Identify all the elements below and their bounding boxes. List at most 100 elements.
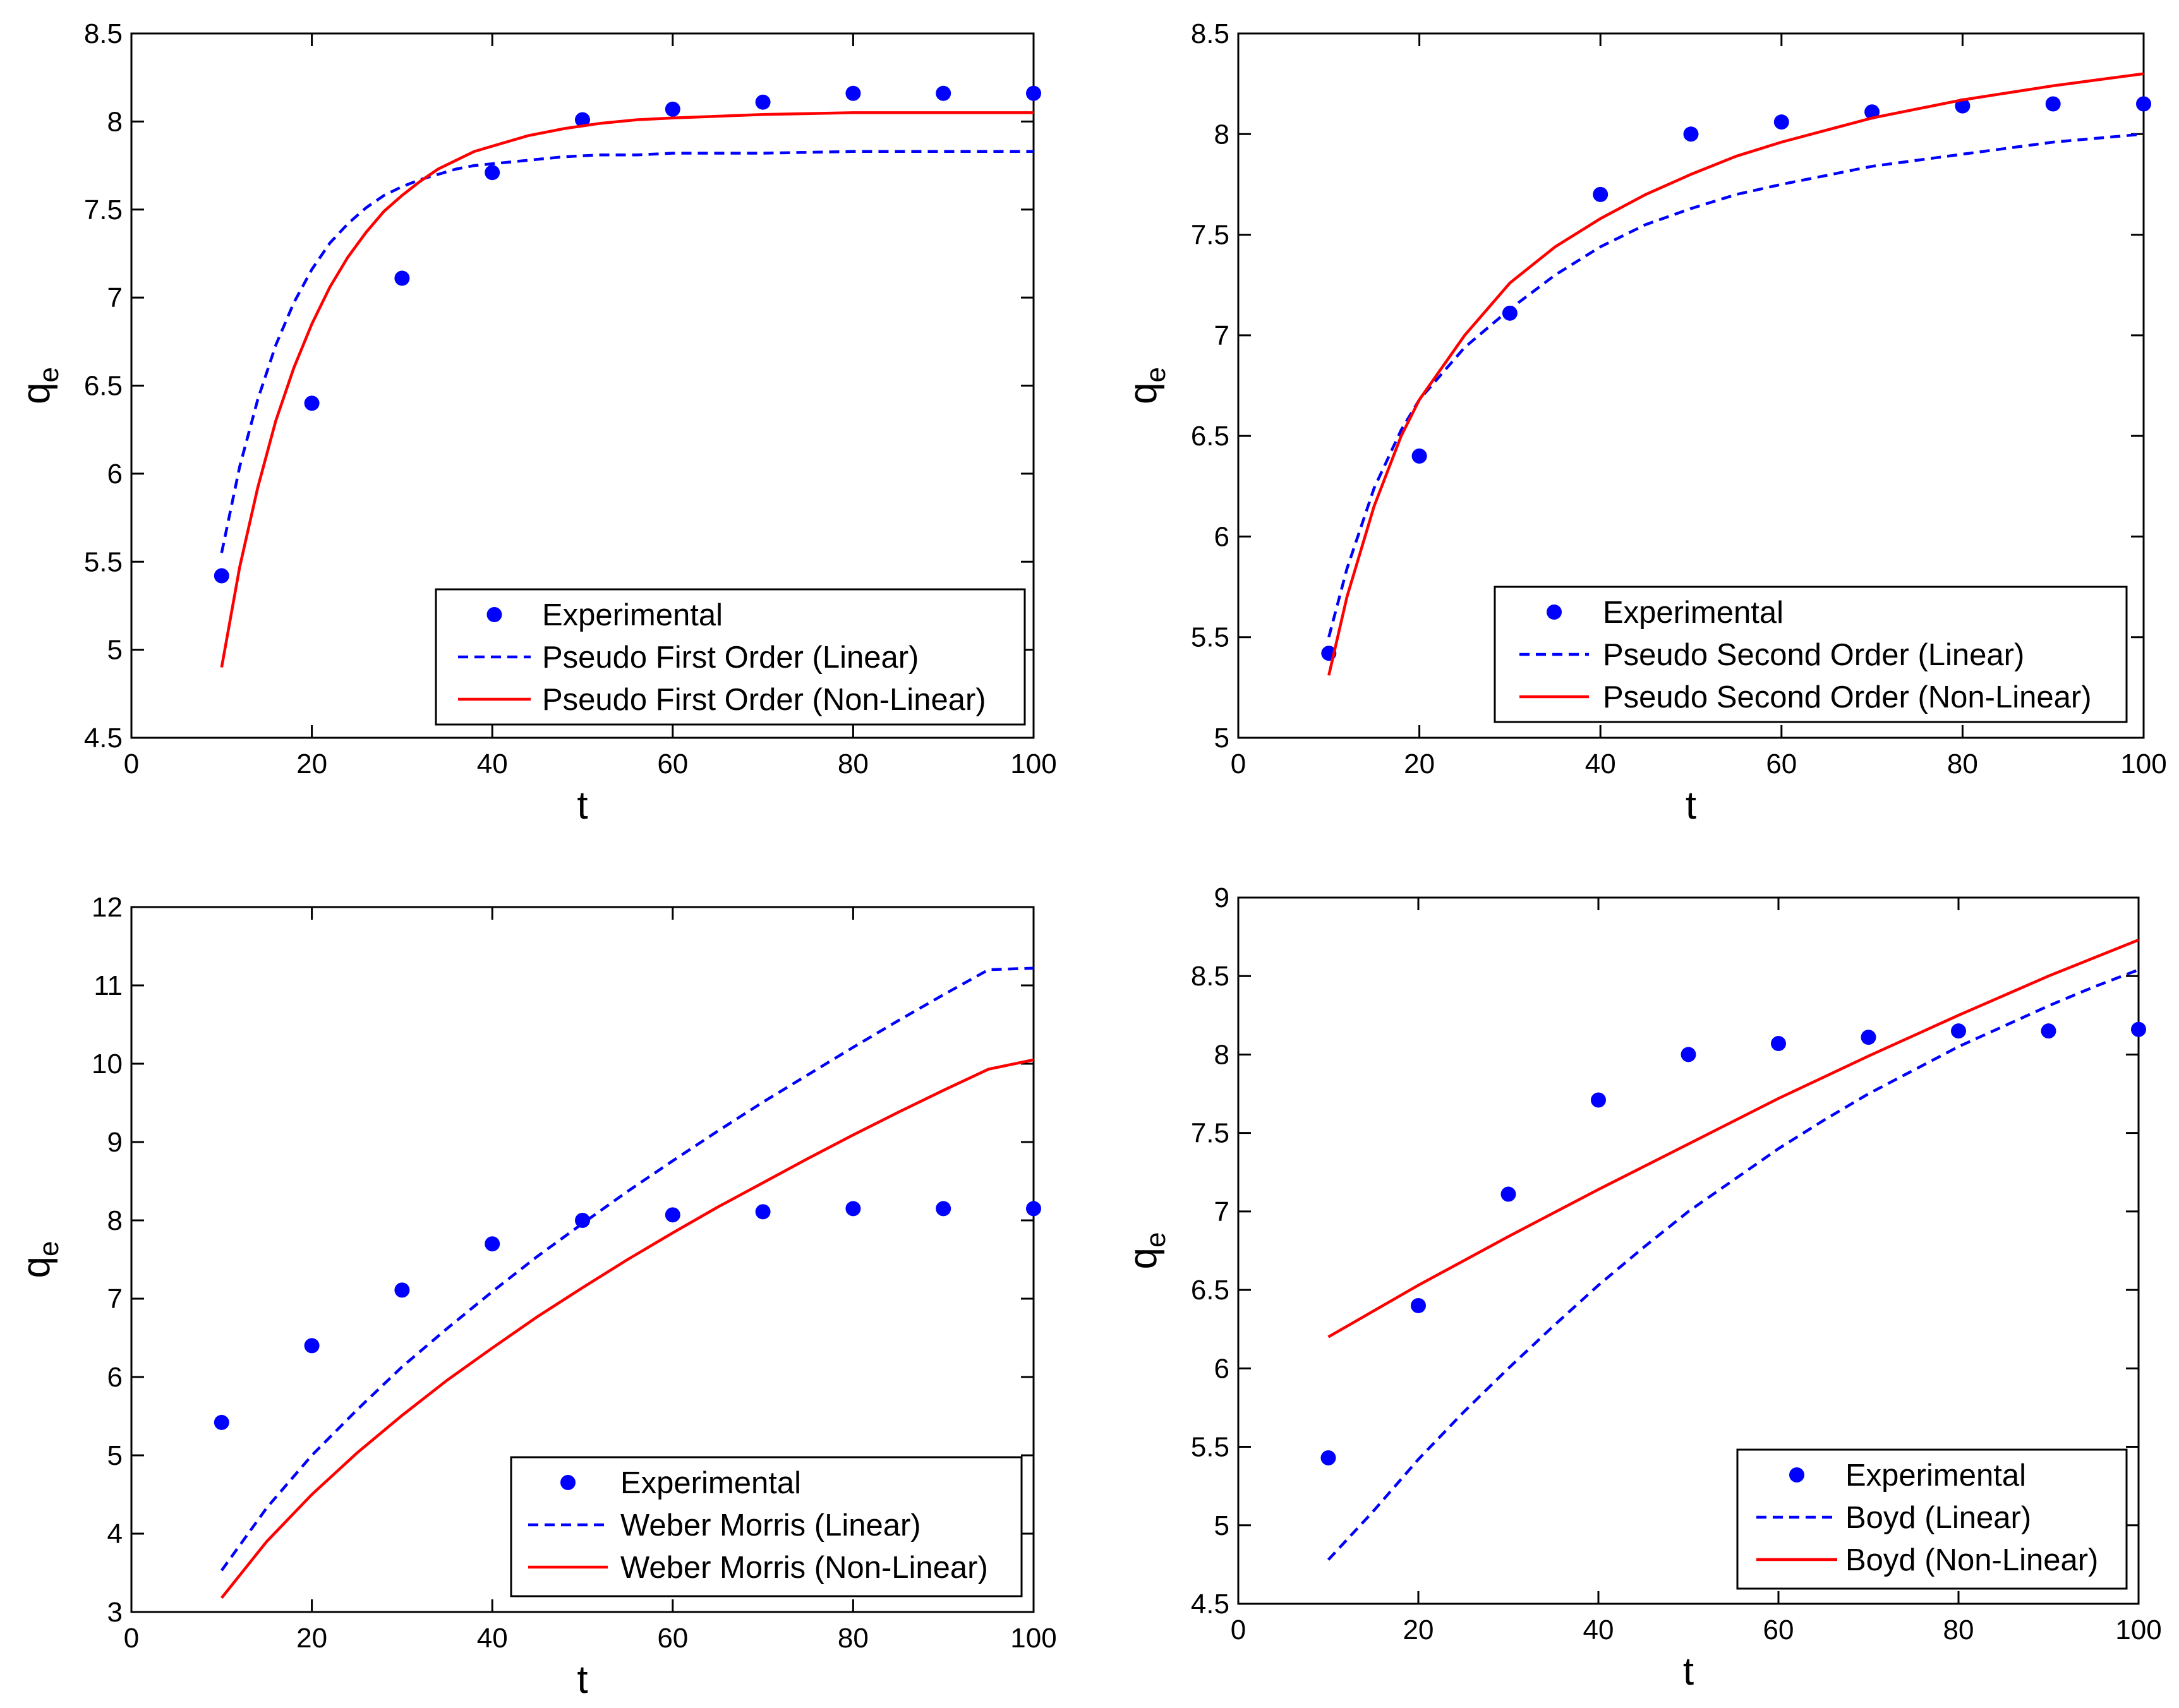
x-tick-label: 80 [838, 749, 869, 779]
y-axis-label: qe [1121, 1232, 1171, 1270]
x-tick-label: 60 [657, 749, 688, 779]
data-point-experimental [2136, 96, 2151, 112]
y-tick-label: 8.5 [84, 18, 123, 49]
x-tick-label: 60 [1763, 1615, 1794, 1645]
y-axis-label-subscript: e [1140, 367, 1171, 382]
y-tick-label: 7 [107, 282, 123, 313]
y-axis-label-main: q [15, 1256, 58, 1278]
y-tick-label: 6.5 [84, 371, 123, 402]
chart-panel-4: 0 20 40 60 80 100 4.5 5 5.5 6 6.5 7 7.5 8 8.5 9 t qe Exper… [1121, 882, 2162, 1693]
legend-label: Pseudo First Order (Linear) [542, 640, 919, 675]
data-point-experimental [485, 1236, 500, 1252]
data-point-experimental [575, 112, 590, 128]
x-tick-label: 40 [477, 749, 508, 779]
y-tick-label: 6.5 [1191, 1275, 1229, 1306]
y-axis-label-main: q [1121, 1248, 1165, 1269]
x-tick-label: 40 [1585, 749, 1616, 779]
legend-marker-experimental [486, 607, 502, 622]
legend-box [1494, 586, 2128, 723]
y-tick-label: 8 [1214, 119, 1229, 150]
data-point-experimental [1320, 1450, 1336, 1465]
y-tick-label: 5.5 [84, 546, 123, 577]
data-point-experimental [575, 1213, 590, 1228]
x-tick-label: 80 [1943, 1615, 1974, 1645]
data-point-experimental [1500, 1186, 1516, 1202]
data-point-experimental [755, 94, 771, 110]
legend-label: Experimental [542, 598, 723, 632]
data-point-experimental [1591, 1092, 1606, 1108]
legend-label: Experimental [1603, 596, 1784, 630]
y-axis-label-subscript: e [33, 367, 64, 382]
x-tick-label: 100 [2115, 1615, 2161, 1645]
legend-marker-experimental [560, 1475, 576, 1490]
y-tick-label: 6 [1214, 521, 1229, 552]
data-point-experimental [214, 568, 229, 584]
y-axis-label: qe [1121, 367, 1171, 404]
y-tick-label: 4.5 [1191, 1589, 1229, 1620]
y-tick-label: 4.5 [84, 723, 123, 754]
y-tick-label: 4 [107, 1519, 123, 1549]
x-tick-label: 80 [1947, 749, 1978, 779]
data-point-experimental [1773, 114, 1789, 130]
legend: Experimental Pseudo Second Order (Linear)… [1494, 586, 2128, 723]
x-tick-label: 60 [1766, 749, 1797, 779]
legend-label: Boyd (Non-Linear) [1845, 1543, 2098, 1577]
x-tick-label: 100 [2120, 749, 2166, 779]
x-tick-label: 0 [124, 1623, 139, 1654]
data-point-experimental [1026, 85, 1041, 101]
y-axis-label-main: q [15, 383, 58, 404]
legend-label: Pseudo First Order (Non-Linear) [542, 683, 986, 717]
data-point-experimental [1681, 1047, 1696, 1062]
x-tick-label: 100 [1010, 749, 1056, 779]
y-tick-label: 6 [107, 1362, 123, 1393]
data-point-experimental [1411, 448, 1427, 464]
x-tick-label: 0 [124, 749, 139, 779]
x-tick-label: 60 [657, 1623, 688, 1654]
legend-label: Pseudo Second Order (Linear) [1603, 638, 2024, 672]
y-tick-label: 5 [1214, 723, 1229, 754]
series-line-linear [1327, 133, 2144, 638]
x-axis-label: t [1686, 784, 1696, 827]
y-tick-label: 5.5 [1191, 1432, 1229, 1463]
x-tick-label: 20 [1404, 749, 1435, 779]
legend-label: Pseudo Second Order (Non-Linear) [1603, 680, 2092, 714]
y-tick-label: 6 [1214, 1353, 1229, 1384]
legend: Experimental Weber Morris (Linear) Weber M… [510, 1456, 1023, 1597]
series-line-linear [1327, 968, 2139, 1561]
y-tick-label: 8 [1214, 1039, 1229, 1070]
legend-label: Experimental [620, 1466, 801, 1500]
data-point-experimental [665, 1207, 680, 1223]
data-point-experimental [304, 395, 320, 411]
x-tick-label: 0 [1231, 749, 1246, 779]
data-point-experimental [394, 1282, 410, 1298]
y-axis-label-main: q [1121, 383, 1165, 404]
data-point-experimental [1955, 98, 1971, 114]
chart-panel-3: 0 20 40 60 80 100 3 4 5 6 7 8 9 10 11 12 t qe Experimental… [15, 892, 1057, 1702]
y-tick-label: 9 [1214, 882, 1229, 913]
legend-marker-experimental [1547, 604, 1562, 620]
data-point-experimental [1502, 305, 1518, 321]
data-point-experimental [665, 101, 680, 117]
chart-panel-2: 0 20 40 60 80 100 5 5.5 6 6.5 7 7.5 8 8.5 t qe Experimen… [1121, 18, 2167, 827]
x-tick-label: 80 [838, 1623, 869, 1654]
chart-panel-1: 0 20 40 60 80 100 4.5 5 5.5 6 6.5 7 7.5 8 8.5 t qe Experi… [15, 18, 1057, 827]
data-point-experimental [755, 1204, 771, 1220]
y-tick-label: 8.5 [1191, 18, 1229, 49]
x-tick-label: 20 [296, 749, 327, 779]
data-point-experimental [1864, 104, 1880, 120]
data-point-experimental [1026, 1201, 1041, 1217]
y-tick-label: 5 [107, 635, 123, 666]
x-tick-label: 100 [1010, 1623, 1056, 1654]
x-tick-label: 0 [1231, 1615, 1246, 1645]
series-line-nonlinear [1327, 939, 2139, 1338]
legend-box [510, 1456, 1023, 1597]
legend-label: Weber Morris (Non-Linear) [620, 1551, 988, 1585]
y-tick-label: 7 [1214, 1196, 1229, 1227]
x-tick-label: 20 [296, 1623, 327, 1654]
y-tick-label: 3 [107, 1597, 123, 1628]
data-point-experimental [304, 1338, 320, 1354]
y-tick-label: 5 [1214, 1510, 1229, 1541]
data-point-experimental [845, 85, 861, 101]
data-point-experimental [1683, 126, 1699, 142]
